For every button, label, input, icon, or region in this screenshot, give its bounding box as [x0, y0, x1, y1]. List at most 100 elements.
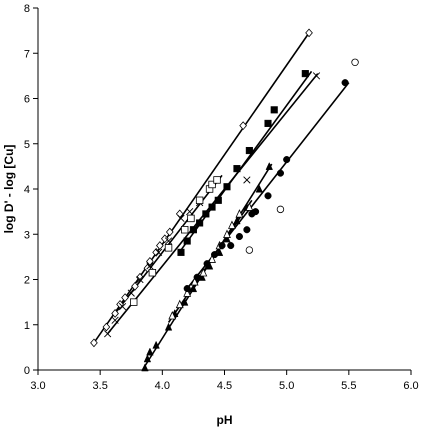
data-point-cross	[177, 214, 185, 223]
x-tick-label: 3.5	[93, 380, 108, 392]
data-point-triangle-open	[168, 310, 177, 320]
data-point-cross	[243, 176, 251, 184]
data-point-cross	[127, 289, 135, 297]
data-point-circle-filled	[203, 260, 211, 268]
y-axis-title: log D' - log [Cu]	[2, 145, 16, 234]
data-point-cross	[312, 72, 321, 80]
data-point-triangle-open	[208, 254, 216, 263]
data-point-triangle-open	[183, 288, 192, 297]
data-point-triangle-filled	[141, 363, 149, 372]
data-point-square-open	[164, 244, 173, 252]
data-point-square-filled	[223, 183, 231, 191]
data-point-square-open	[195, 196, 204, 205]
y-tick-label: 1	[24, 320, 30, 332]
data-point-circle-filled	[183, 285, 191, 293]
data-point-square-filled	[202, 210, 210, 218]
data-point-square-open	[208, 180, 216, 189]
data-point-circle-filled	[243, 226, 251, 234]
x-tick-label: 3.0	[30, 380, 45, 392]
y-tick-label: 5	[24, 139, 30, 151]
data-point-cross	[164, 237, 173, 245]
data-point-diamond	[131, 281, 139, 291]
y-tick-label: 0	[24, 365, 30, 377]
x-tick-label: 6.0	[403, 380, 418, 392]
y-tick-label: 8	[24, 3, 30, 15]
data-point-diamond	[160, 234, 169, 244]
data-point-circle-filled	[218, 242, 226, 250]
x-tick-label: 4.5	[217, 380, 232, 392]
x-axis-title: pH	[217, 413, 233, 427]
data-point-square-open	[181, 226, 189, 234]
data-point-diamond	[111, 309, 119, 318]
data-point-triangle-filled	[146, 347, 154, 356]
data-point-triangle-filled	[255, 184, 264, 193]
data-point-square-filled	[301, 70, 309, 78]
data-point-circle-open	[276, 205, 285, 214]
data-point-triangle-open	[245, 202, 254, 211]
data-point-diamond	[90, 338, 98, 348]
data-point-diamond	[239, 121, 247, 131]
data-point-circle-filled	[264, 192, 272, 200]
data-point-square-filled	[233, 165, 241, 173]
data-point-circle-filled	[211, 251, 219, 259]
data-point-cross	[146, 262, 154, 270]
y-tick-label: 3	[24, 229, 30, 241]
data-point-square-filled	[177, 248, 185, 256]
data-point-diamond	[165, 227, 174, 237]
data-point-square-filled	[245, 146, 253, 155]
data-point-square-filled	[196, 219, 204, 227]
markers	[90, 28, 359, 372]
data-point-square-open	[130, 298, 138, 306]
data-point-triangle-filled	[223, 234, 231, 243]
data-point-triangle-filled	[152, 340, 160, 349]
data-point-circle-open	[351, 58, 359, 66]
data-point-circle-filled	[341, 79, 349, 87]
data-point-cross	[104, 330, 112, 338]
data-point-circle-filled	[283, 156, 291, 164]
data-point-triangle-filled	[233, 216, 241, 225]
data-point-circle-filled	[227, 242, 235, 250]
data-point-triangle-open	[228, 220, 236, 229]
data-point-triangle-filled	[265, 161, 273, 170]
data-point-diamond	[305, 28, 313, 38]
data-point-cross	[111, 316, 119, 324]
data-point-diamond	[146, 256, 154, 266]
data-point-square-filled	[208, 203, 216, 211]
data-point-triangle-open	[199, 267, 208, 277]
data-point-square-open	[213, 176, 221, 184]
data-point-circle-filled	[193, 273, 201, 281]
data-point-triangle-open	[235, 209, 244, 218]
data-point-diamond	[152, 247, 160, 257]
data-point-diamond	[156, 241, 164, 250]
data-point-triangle-filled	[181, 297, 189, 306]
y-tick-label: 4	[24, 184, 30, 196]
x-tick-label: 5.0	[279, 380, 294, 392]
data-point-square-open	[187, 214, 195, 223]
data-point-cross	[186, 208, 194, 216]
data-point-circle-open	[245, 246, 254, 254]
data-point-cross	[154, 248, 163, 256]
data-point-diamond	[121, 293, 129, 303]
data-point-diamond	[136, 272, 144, 282]
data-point-circle-filled	[252, 208, 260, 216]
y-tick-label: 2	[24, 275, 30, 287]
data-point-cross	[118, 303, 127, 311]
data-point-circle-filled	[276, 169, 285, 177]
data-point-triangle-open	[175, 299, 184, 309]
data-point-square-open	[148, 269, 157, 277]
x-tick-label: 4.0	[155, 380, 170, 392]
data-point-square-filled	[183, 237, 191, 245]
y-tick-label: 7	[24, 48, 30, 60]
data-point-triangle-filled	[189, 284, 198, 293]
data-point-square-filled	[214, 196, 222, 204]
data-point-square-filled	[264, 119, 272, 127]
data-point-square-filled	[189, 226, 197, 234]
data-point-triangle-open	[190, 277, 199, 286]
data-point-diamond	[102, 322, 111, 332]
y-tick-label: 6	[24, 94, 30, 106]
data-point-circle-filled	[235, 232, 243, 241]
data-point-triangle-filled	[143, 354, 152, 363]
data-point-triangle-open	[223, 229, 231, 238]
x-tick-label: 5.5	[341, 380, 356, 392]
